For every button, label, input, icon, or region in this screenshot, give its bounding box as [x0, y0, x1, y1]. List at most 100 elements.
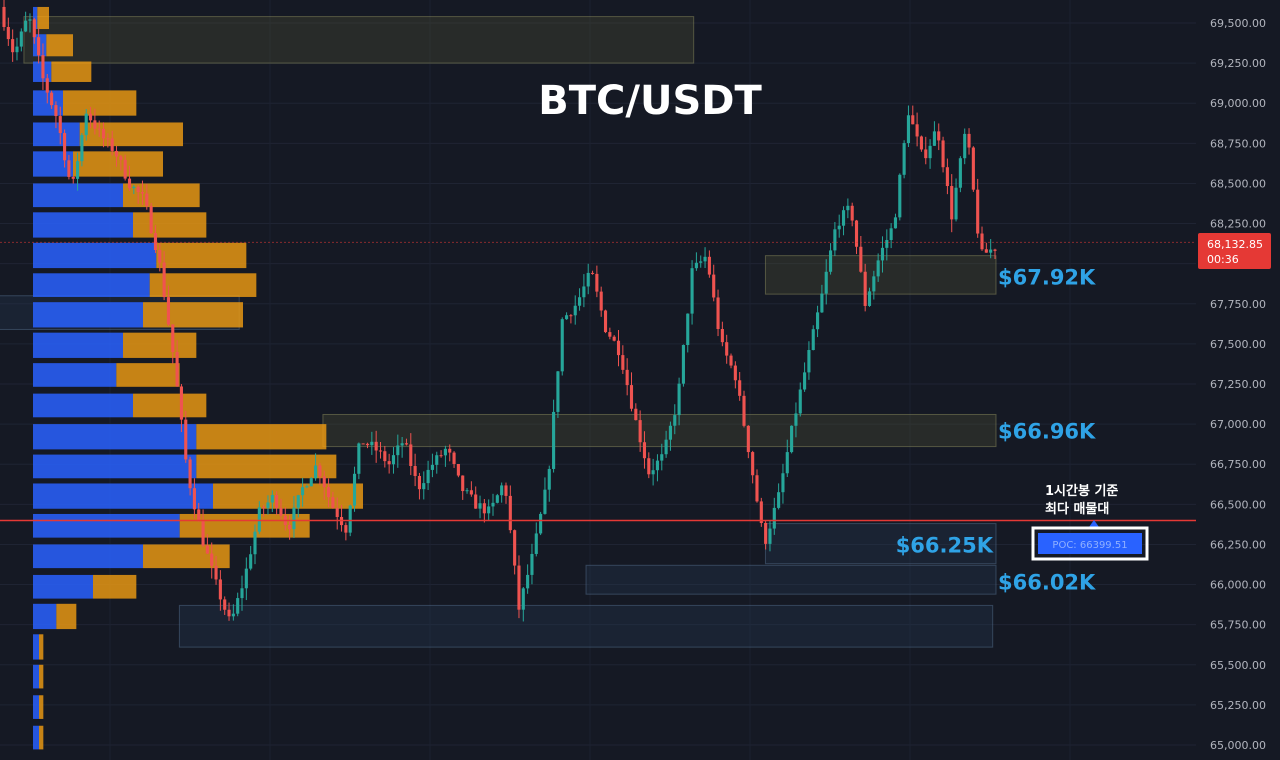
candle-body — [573, 305, 577, 316]
candle-body — [716, 297, 720, 329]
candle-body — [491, 502, 495, 507]
price-axis: 69,500.00 69,250.00 69,000.00 68,750.00 68,5… — [1196, 0, 1280, 760]
candle-body — [725, 342, 729, 356]
candle-body — [357, 443, 361, 474]
candle-body — [474, 494, 478, 509]
candle-body — [543, 489, 547, 514]
volume-bar-down — [196, 454, 337, 479]
candle-body — [971, 147, 975, 190]
volume-bar-down — [63, 90, 137, 116]
candle-body — [218, 579, 222, 600]
candle-body — [898, 174, 902, 218]
volume-bar-down — [149, 273, 257, 297]
candle-body — [547, 468, 551, 490]
y-tick-label: 66,750.00 — [1210, 458, 1266, 471]
candle-body — [850, 205, 854, 221]
y-tick-label: 69,000.00 — [1210, 97, 1266, 110]
candle-body — [110, 138, 114, 151]
candle-body — [569, 315, 573, 317]
candle-body — [638, 420, 642, 443]
candle-body — [413, 465, 417, 476]
candle-body — [729, 355, 733, 366]
candle-body — [712, 274, 716, 298]
volume-bar-down — [156, 242, 247, 269]
candle-body — [495, 495, 499, 503]
candle-body — [941, 140, 945, 168]
candle-body — [517, 565, 521, 610]
candle-body — [93, 120, 97, 129]
y-tick-label: 68,500.00 — [1210, 177, 1266, 190]
poc-marker-icon — [1089, 520, 1099, 527]
price-zone — [764, 523, 997, 565]
volume-bar-down — [123, 332, 197, 358]
candle-body — [751, 452, 755, 476]
price-zone — [764, 255, 997, 295]
candle-body — [32, 19, 36, 38]
candle-body — [993, 249, 997, 251]
candle-body — [50, 92, 54, 106]
candle-body — [15, 46, 19, 53]
volume-bar-up — [33, 695, 39, 719]
candle-body — [448, 448, 452, 453]
candle-body — [305, 486, 309, 488]
candle-body — [314, 465, 318, 479]
candle-body — [127, 178, 132, 189]
volume-bar-up — [33, 6, 38, 30]
candle-body — [733, 365, 737, 381]
candle-body — [521, 588, 525, 610]
candle-body — [746, 425, 750, 453]
candle-body — [344, 525, 348, 533]
candle-body — [37, 37, 41, 56]
candle-body — [158, 250, 162, 263]
candle-body — [262, 507, 266, 509]
candle-body — [556, 371, 560, 412]
candle-body — [932, 131, 936, 146]
candle-body — [352, 473, 357, 506]
candle-body — [214, 565, 218, 580]
candle-body — [707, 256, 711, 275]
candle-body — [24, 20, 28, 32]
candle-body — [184, 419, 188, 460]
volume-bar-up — [33, 363, 117, 387]
candle-body — [140, 192, 145, 194]
candle-body — [599, 291, 603, 311]
candle-body — [772, 507, 776, 529]
volume-bar-up — [33, 393, 133, 418]
y-tick-label: 65,250.00 — [1210, 699, 1266, 712]
volume-bar-down — [116, 363, 180, 387]
candle-body — [205, 545, 209, 554]
candle-body — [937, 131, 941, 141]
candle-body — [101, 128, 106, 139]
price-zone — [178, 604, 994, 648]
candle-body — [435, 455, 439, 465]
candle-body — [703, 256, 707, 262]
candle-body — [166, 297, 171, 325]
candle-body — [400, 443, 404, 446]
candle-body — [197, 509, 201, 522]
volume-bar-up — [33, 212, 133, 238]
volume-bar-down — [39, 664, 44, 689]
candle-body — [954, 187, 958, 220]
candle-body — [396, 445, 400, 456]
candle-body — [902, 143, 906, 175]
volume-bar-up — [33, 483, 213, 509]
candle-body — [664, 439, 668, 455]
candle-body — [41, 55, 45, 79]
y-tick-label: 65,500.00 — [1210, 659, 1266, 672]
volume-bar-up — [33, 454, 197, 479]
candle-body — [565, 315, 569, 320]
candle-body — [876, 260, 880, 277]
volume-bar-up — [33, 122, 80, 147]
volume-bar-down — [93, 574, 137, 599]
candle-body — [539, 513, 543, 534]
candle-body — [500, 485, 504, 496]
candle-body — [439, 455, 443, 457]
price-axis-background — [1196, 0, 1280, 760]
candle-body — [989, 249, 993, 253]
candle-body — [759, 501, 763, 523]
candle-body — [28, 19, 32, 21]
candle-body — [210, 553, 214, 566]
candle-body — [513, 530, 517, 566]
price-zone — [23, 16, 695, 64]
